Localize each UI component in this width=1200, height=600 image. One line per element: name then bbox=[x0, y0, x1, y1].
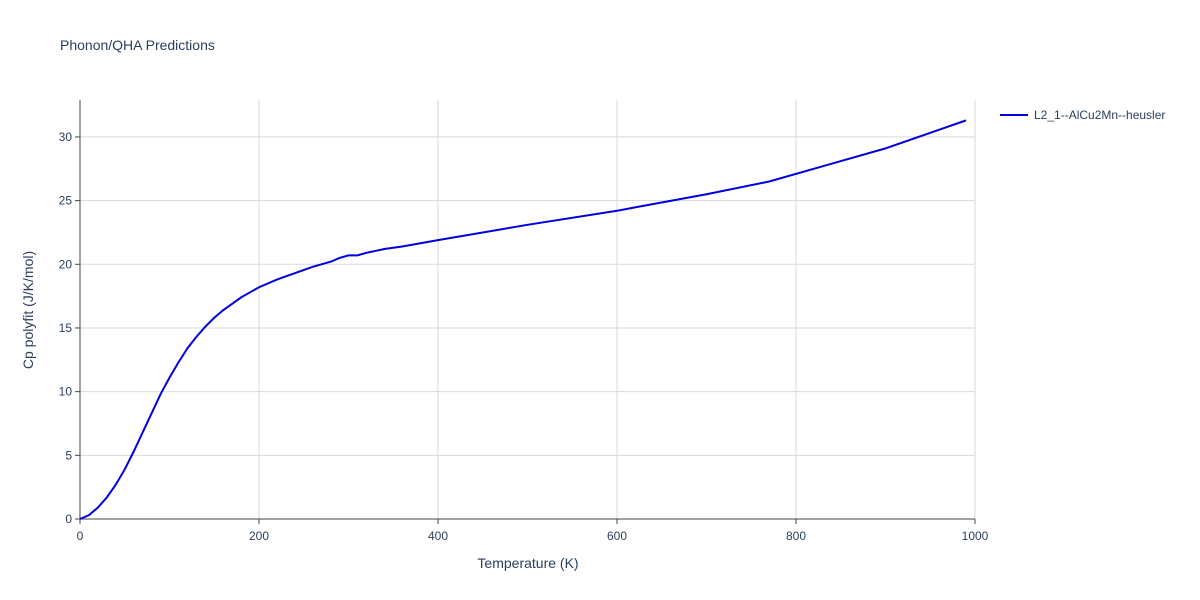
y-tick-label: 20 bbox=[59, 257, 73, 271]
x-tick-label: 0 bbox=[77, 529, 84, 543]
y-tick-label: 5 bbox=[65, 448, 72, 462]
chart-title: Phonon/QHA Predictions bbox=[60, 37, 215, 53]
x-tick-label: 600 bbox=[607, 529, 627, 543]
y-tick-label: 25 bbox=[59, 194, 73, 208]
y-tick-label: 10 bbox=[59, 385, 73, 399]
legend-label: L2_1--AlCu2Mn--heusler bbox=[1034, 108, 1165, 122]
y-tick-label: 0 bbox=[65, 512, 72, 526]
y-tick-label: 30 bbox=[59, 130, 73, 144]
x-tick-label: 800 bbox=[786, 529, 806, 543]
x-tick-label: 1000 bbox=[962, 529, 989, 543]
y-tick-label: 15 bbox=[59, 321, 73, 335]
data-line bbox=[79, 119, 967, 520]
x-axis-title: Temperature (K) bbox=[477, 555, 578, 571]
y-axis-title: Cp polyfit (J/K/mol) bbox=[20, 251, 36, 369]
x-tick-label: 400 bbox=[428, 529, 448, 543]
x-tick-label: 200 bbox=[249, 529, 269, 543]
